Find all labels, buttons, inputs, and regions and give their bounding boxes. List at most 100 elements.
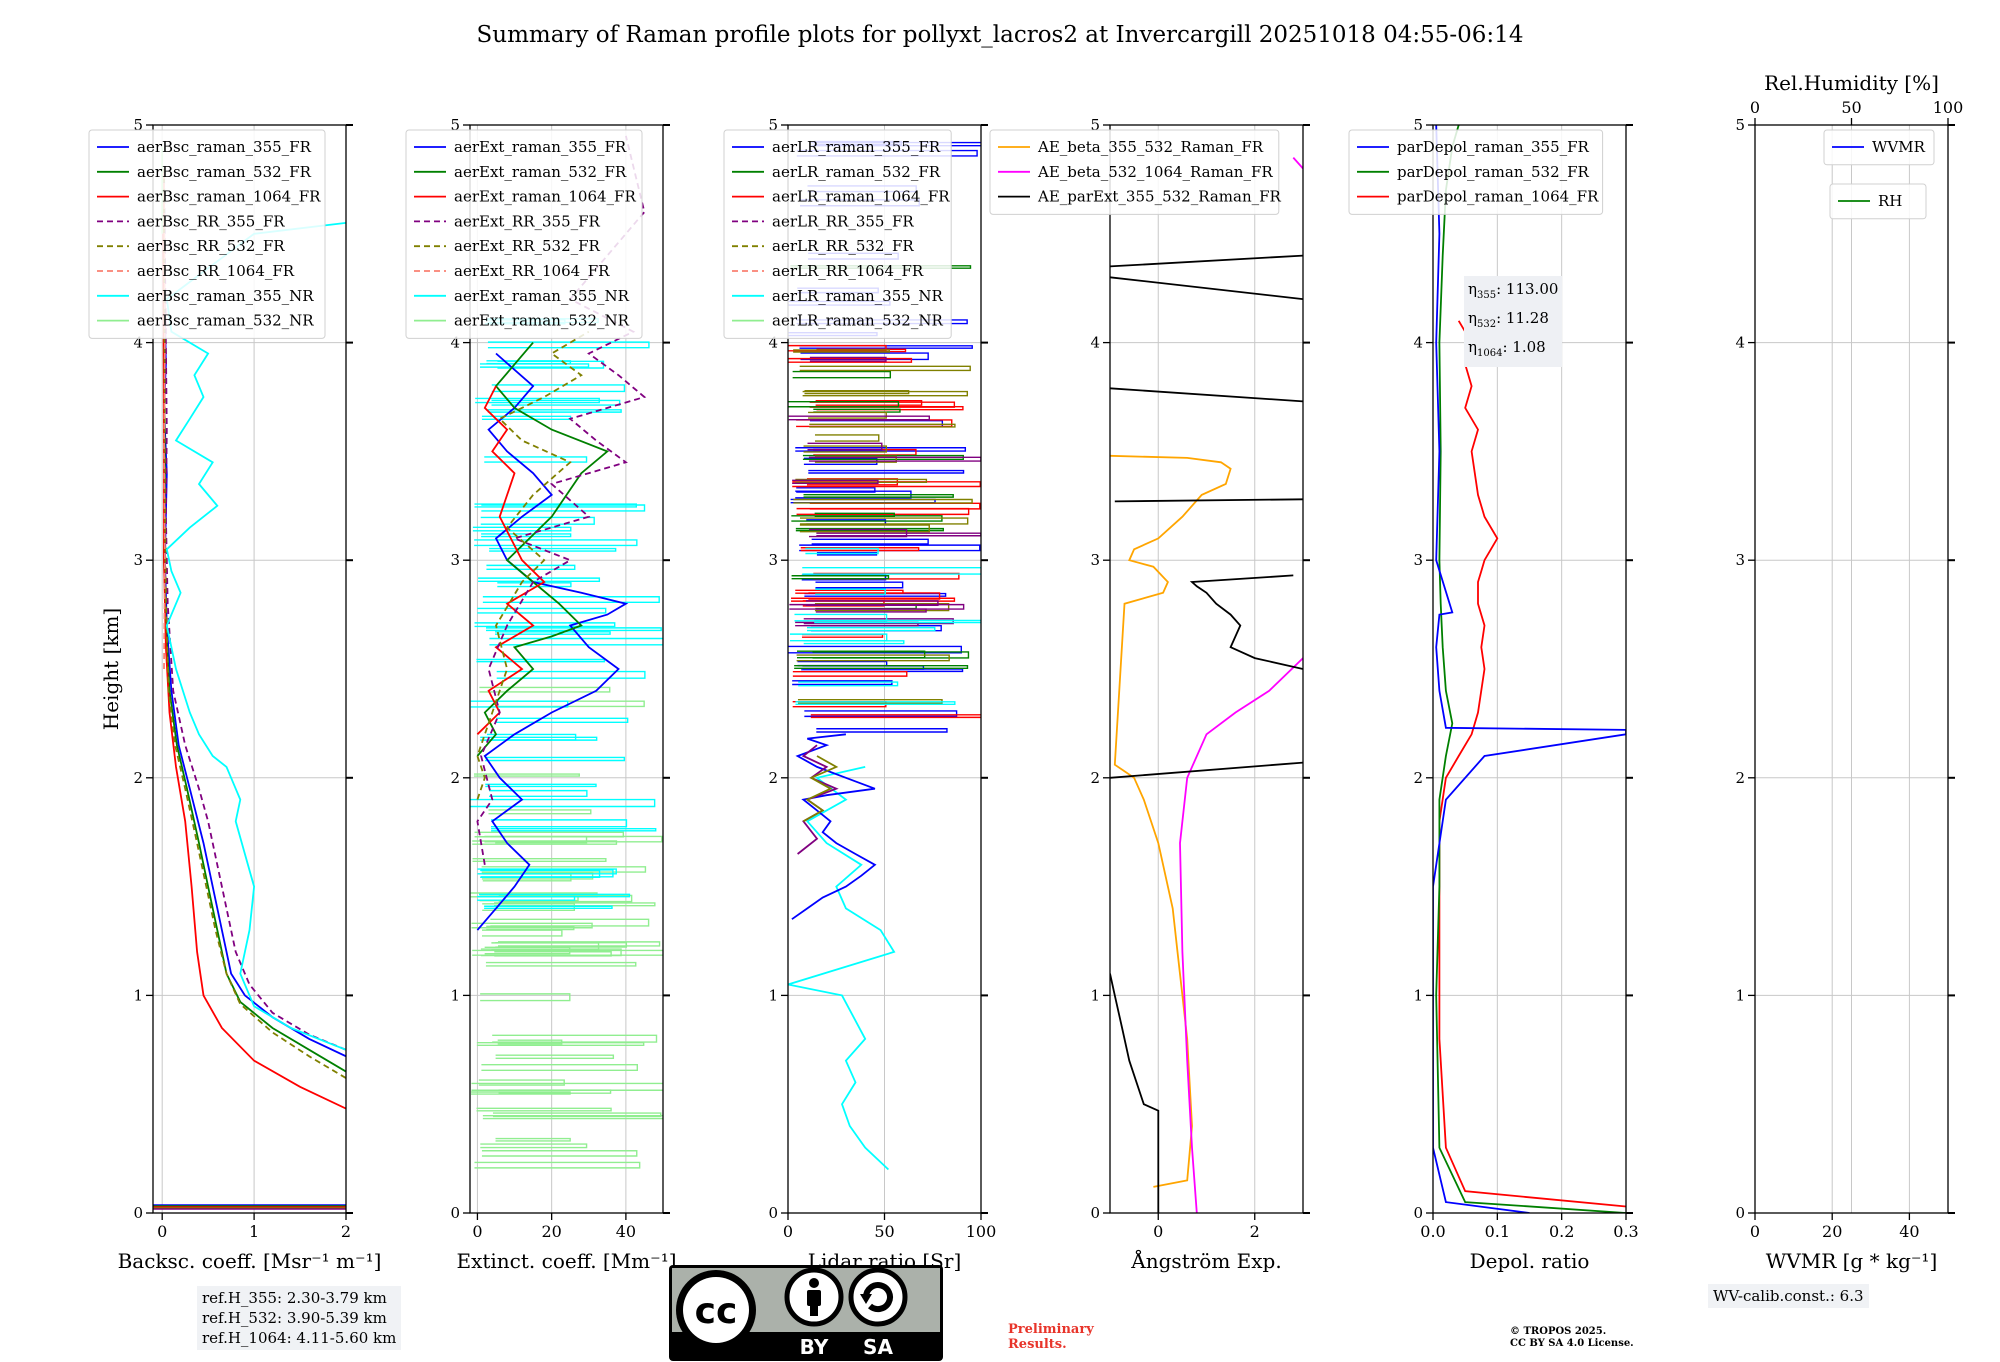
legend-label: aerBsc_RR_532_FR: [137, 237, 285, 255]
y-axis-label: Height [km]: [99, 608, 123, 730]
y-tick-label: 4: [1090, 334, 1100, 352]
y-tick-label: 2: [450, 769, 460, 787]
y-tick-label: 1: [768, 986, 778, 1004]
spike-line: [805, 600, 939, 607]
spike-line: [472, 858, 607, 862]
svg-text:cc: cc: [695, 1291, 738, 1332]
series-line: [476, 342, 610, 757]
x-tick-label: 40: [1899, 1222, 1919, 1241]
spike-line: [794, 664, 969, 670]
spike-line: [795, 701, 956, 706]
spike-line: [485, 783, 597, 788]
share-alike-icon: [848, 1267, 908, 1327]
spike-line: [788, 415, 930, 421]
x-tick-label: 0: [1750, 1222, 1760, 1241]
spike-line: [815, 399, 923, 406]
series-line: [1110, 276, 1303, 300]
series-line: [791, 733, 877, 920]
x-axis-label: Backsc. coeff. [Msr⁻¹ m⁻¹]: [118, 1249, 382, 1273]
legend-frame: [405, 129, 643, 339]
spike-line: [814, 434, 880, 442]
legend-label: aerExt_RR_355_FR: [454, 212, 601, 230]
legend-label: aerExt_raman_355_FR: [454, 138, 627, 156]
series-line: [802, 755, 839, 823]
x-tick-label: 0: [783, 1222, 793, 1241]
series-line: [1189, 574, 1303, 670]
ref-height-532: ref.H_532: 3.90-5.39 km: [202, 1309, 387, 1327]
cc-logo-icon: cc: [676, 1270, 756, 1350]
legend-label: aerBsc_RR_355_FR: [137, 212, 285, 230]
y-tick-label: 2: [1413, 769, 1423, 787]
y-tick-label: 3: [1090, 551, 1100, 569]
legend-label: aerLR_RR_1064_FR: [772, 262, 924, 280]
spike-line: [476, 658, 606, 663]
spike-line: [481, 1150, 638, 1157]
legend-label: aerLR_raman_355_FR: [772, 138, 941, 156]
eta-1064: η1064: 1.08: [1468, 338, 1546, 359]
legend-frame: [723, 129, 952, 339]
spike-line: [497, 941, 661, 947]
spike-line: [492, 1034, 658, 1043]
spike-line: [793, 349, 890, 353]
spike-line: [481, 1063, 639, 1072]
legend-label: aerLR_raman_355_NR: [772, 287, 943, 305]
spike-line: [476, 1107, 612, 1112]
y-tick-label: 1: [1413, 986, 1423, 1004]
spike-line: [815, 608, 927, 613]
spike-line: [471, 1091, 571, 1095]
spike-line: [477, 607, 607, 614]
spike-line: [485, 756, 626, 762]
spike-line: [472, 949, 663, 956]
spike-line: [789, 633, 888, 642]
legend-label: aerLR_RR_532_FR: [772, 237, 914, 255]
series-line: [1110, 387, 1303, 403]
spike-line: [792, 370, 892, 379]
spike-line: [495, 1137, 571, 1142]
legend-label: RH: [1878, 192, 1902, 210]
series-line: [1110, 254, 1303, 268]
top-axis-label: Rel.Humidity [%]: [1764, 71, 1939, 95]
spike-line: [484, 905, 613, 909]
spike-line: [795, 589, 904, 594]
x-tick-label: 0: [1153, 1222, 1163, 1241]
legend-secondary: RH: [1829, 183, 1927, 220]
spike-line: [815, 588, 886, 595]
spike-line: [796, 487, 876, 493]
spike-line: [801, 633, 884, 638]
spike-line: [816, 532, 981, 537]
eta-values-box: η355: 113.00 η532: 11.28 η1064: 1.08: [1464, 276, 1563, 367]
x-axis-label: Extinct. coeff. [Mm⁻¹]: [456, 1249, 676, 1273]
spike-line: [489, 789, 588, 798]
panel-frame: [152, 124, 347, 1214]
spike-line: [482, 1114, 663, 1120]
x-tick-label: 40: [616, 1222, 636, 1241]
spike-line: [805, 547, 879, 555]
series-line: [476, 385, 546, 735]
spike-line: [472, 840, 618, 845]
spike-line: [810, 714, 981, 719]
series-line: [1179, 657, 1303, 1213]
legend-label: AE_beta_532_1064_Raman_FR: [1037, 163, 1273, 181]
y-tick-label: 1: [1735, 986, 1745, 1004]
spike-line: [497, 1039, 563, 1045]
attribution-icon: [784, 1267, 844, 1327]
spike-line: [491, 384, 626, 393]
legend-frame: [1823, 129, 1935, 166]
x-tick-label: 2: [341, 1222, 351, 1241]
legend-label: aerBsc_RR_1064_FR: [137, 262, 295, 280]
panel-frame: [469, 124, 664, 1214]
series-line: [1110, 761, 1303, 779]
legend-label: aerExt_raman_1064_FR: [454, 188, 636, 206]
eta-532: η532: 11.28: [1468, 309, 1549, 330]
spike-line: [473, 773, 580, 777]
spike-line: [809, 423, 956, 428]
y-tick-label: 0: [1413, 1204, 1423, 1222]
y-tick-label: 5: [450, 116, 460, 134]
spike-line: [490, 918, 650, 927]
y-tick-label: 2: [768, 769, 778, 787]
data-layer: [1110, 157, 1303, 1213]
figure-title: Summary of Raman profile plots for polly…: [476, 22, 1524, 48]
spike-line: [494, 700, 645, 708]
legend-label: AE_parExt_355_532_Raman_FR: [1037, 188, 1282, 206]
